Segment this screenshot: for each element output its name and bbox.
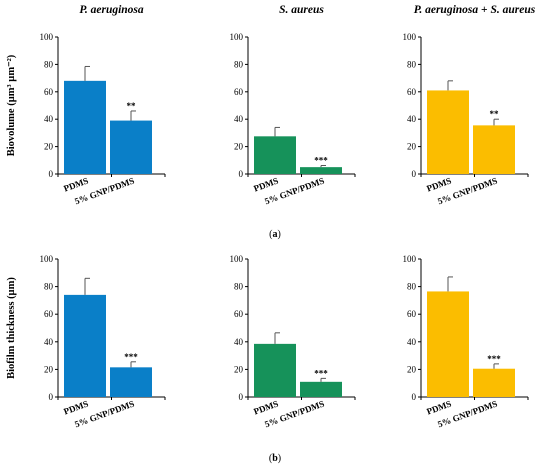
y-tick-label: 100 bbox=[40, 32, 54, 42]
chart-title-part: + bbox=[478, 4, 490, 16]
category-label-1: PDMS bbox=[62, 398, 89, 416]
y-tick-label: 60 bbox=[407, 87, 417, 97]
category-label-1: PDMS bbox=[252, 398, 279, 416]
panel-letter: a bbox=[273, 229, 278, 240]
y-tick-label: 80 bbox=[234, 59, 244, 69]
y-tick-label: 60 bbox=[234, 87, 244, 97]
panel-label-b: (b) bbox=[269, 453, 281, 464]
bar-2 bbox=[110, 367, 152, 397]
y-tick-label: 80 bbox=[407, 59, 417, 69]
bar-2 bbox=[473, 368, 515, 397]
y-tick-label: 100 bbox=[230, 254, 244, 264]
y-tick-label: 40 bbox=[44, 114, 54, 124]
significance-label: *** bbox=[314, 156, 328, 166]
category-label-1: PDMS bbox=[62, 175, 89, 193]
y-tick-label: 0 bbox=[49, 392, 54, 402]
bar-1 bbox=[254, 343, 296, 397]
y-tick-label: 60 bbox=[234, 309, 244, 319]
chart-title: P. aeruginosa bbox=[79, 4, 144, 16]
bar-1 bbox=[64, 80, 106, 174]
y-tick-label: 20 bbox=[44, 364, 54, 374]
significance-label: ** bbox=[127, 101, 137, 111]
bar-1 bbox=[427, 90, 469, 174]
y-tick-label: 40 bbox=[234, 114, 244, 124]
y-tick-label: 60 bbox=[44, 309, 54, 319]
y-tick-label: 80 bbox=[234, 282, 244, 292]
y-tick-label: 80 bbox=[44, 59, 54, 69]
y-tick-label: 100 bbox=[40, 254, 54, 264]
category-label-1: PDMS bbox=[425, 175, 452, 193]
y-tick-label: 60 bbox=[407, 309, 417, 319]
y-tick-label: 40 bbox=[407, 114, 417, 124]
bar-1 bbox=[254, 136, 296, 174]
y-tick-label: 60 bbox=[44, 87, 54, 97]
y-axis-label: Biofilm thickness (µm) bbox=[6, 277, 17, 379]
y-tick-label: 20 bbox=[234, 364, 244, 374]
bar-1 bbox=[64, 294, 106, 397]
significance-label: *** bbox=[314, 368, 328, 378]
y-tick-label: 20 bbox=[407, 142, 417, 152]
panel-letter: b bbox=[272, 453, 278, 464]
bar-2 bbox=[300, 381, 342, 397]
bar-2 bbox=[110, 120, 152, 174]
bar-2 bbox=[473, 125, 515, 174]
significance-label: ** bbox=[490, 109, 500, 119]
y-tick-label: 40 bbox=[407, 337, 417, 347]
y-tick-label: 100 bbox=[403, 32, 417, 42]
y-tick-label: 0 bbox=[412, 392, 417, 402]
y-tick-label: 0 bbox=[412, 169, 417, 179]
y-tick-label: 80 bbox=[407, 282, 417, 292]
y-tick-label: 0 bbox=[49, 169, 54, 179]
y-tick-label: 80 bbox=[44, 282, 54, 292]
chart-title-part: P. aeruginosa bbox=[414, 4, 479, 16]
bar-1 bbox=[427, 291, 469, 397]
y-axis-label: Biovolume (µm³ µm⁻²) bbox=[6, 54, 17, 156]
y-tick-label: 0 bbox=[239, 169, 244, 179]
significance-label: *** bbox=[124, 352, 138, 362]
significance-label: *** bbox=[487, 354, 501, 364]
panel-label-a: (a) bbox=[269, 229, 281, 240]
chart-title-part: S. aureus bbox=[279, 4, 324, 16]
y-tick-label: 0 bbox=[239, 392, 244, 402]
chart-title: S. aureus bbox=[279, 4, 324, 16]
y-tick-label: 40 bbox=[234, 337, 244, 347]
y-tick-label: 20 bbox=[407, 364, 417, 374]
chart-title: P. aeruginosa + S. aureus bbox=[414, 4, 536, 16]
y-tick-label: 20 bbox=[234, 142, 244, 152]
y-tick-label: 20 bbox=[44, 142, 54, 152]
chart-title-part: P. aeruginosa bbox=[79, 4, 144, 16]
chart-title-part: S. aureus bbox=[490, 4, 535, 16]
category-label-1: PDMS bbox=[425, 398, 452, 416]
y-tick-label: 100 bbox=[403, 254, 417, 264]
bar-2 bbox=[300, 167, 342, 174]
category-label-1: PDMS bbox=[252, 175, 279, 193]
y-tick-label: 100 bbox=[230, 32, 244, 42]
y-tick-label: 40 bbox=[44, 337, 54, 347]
